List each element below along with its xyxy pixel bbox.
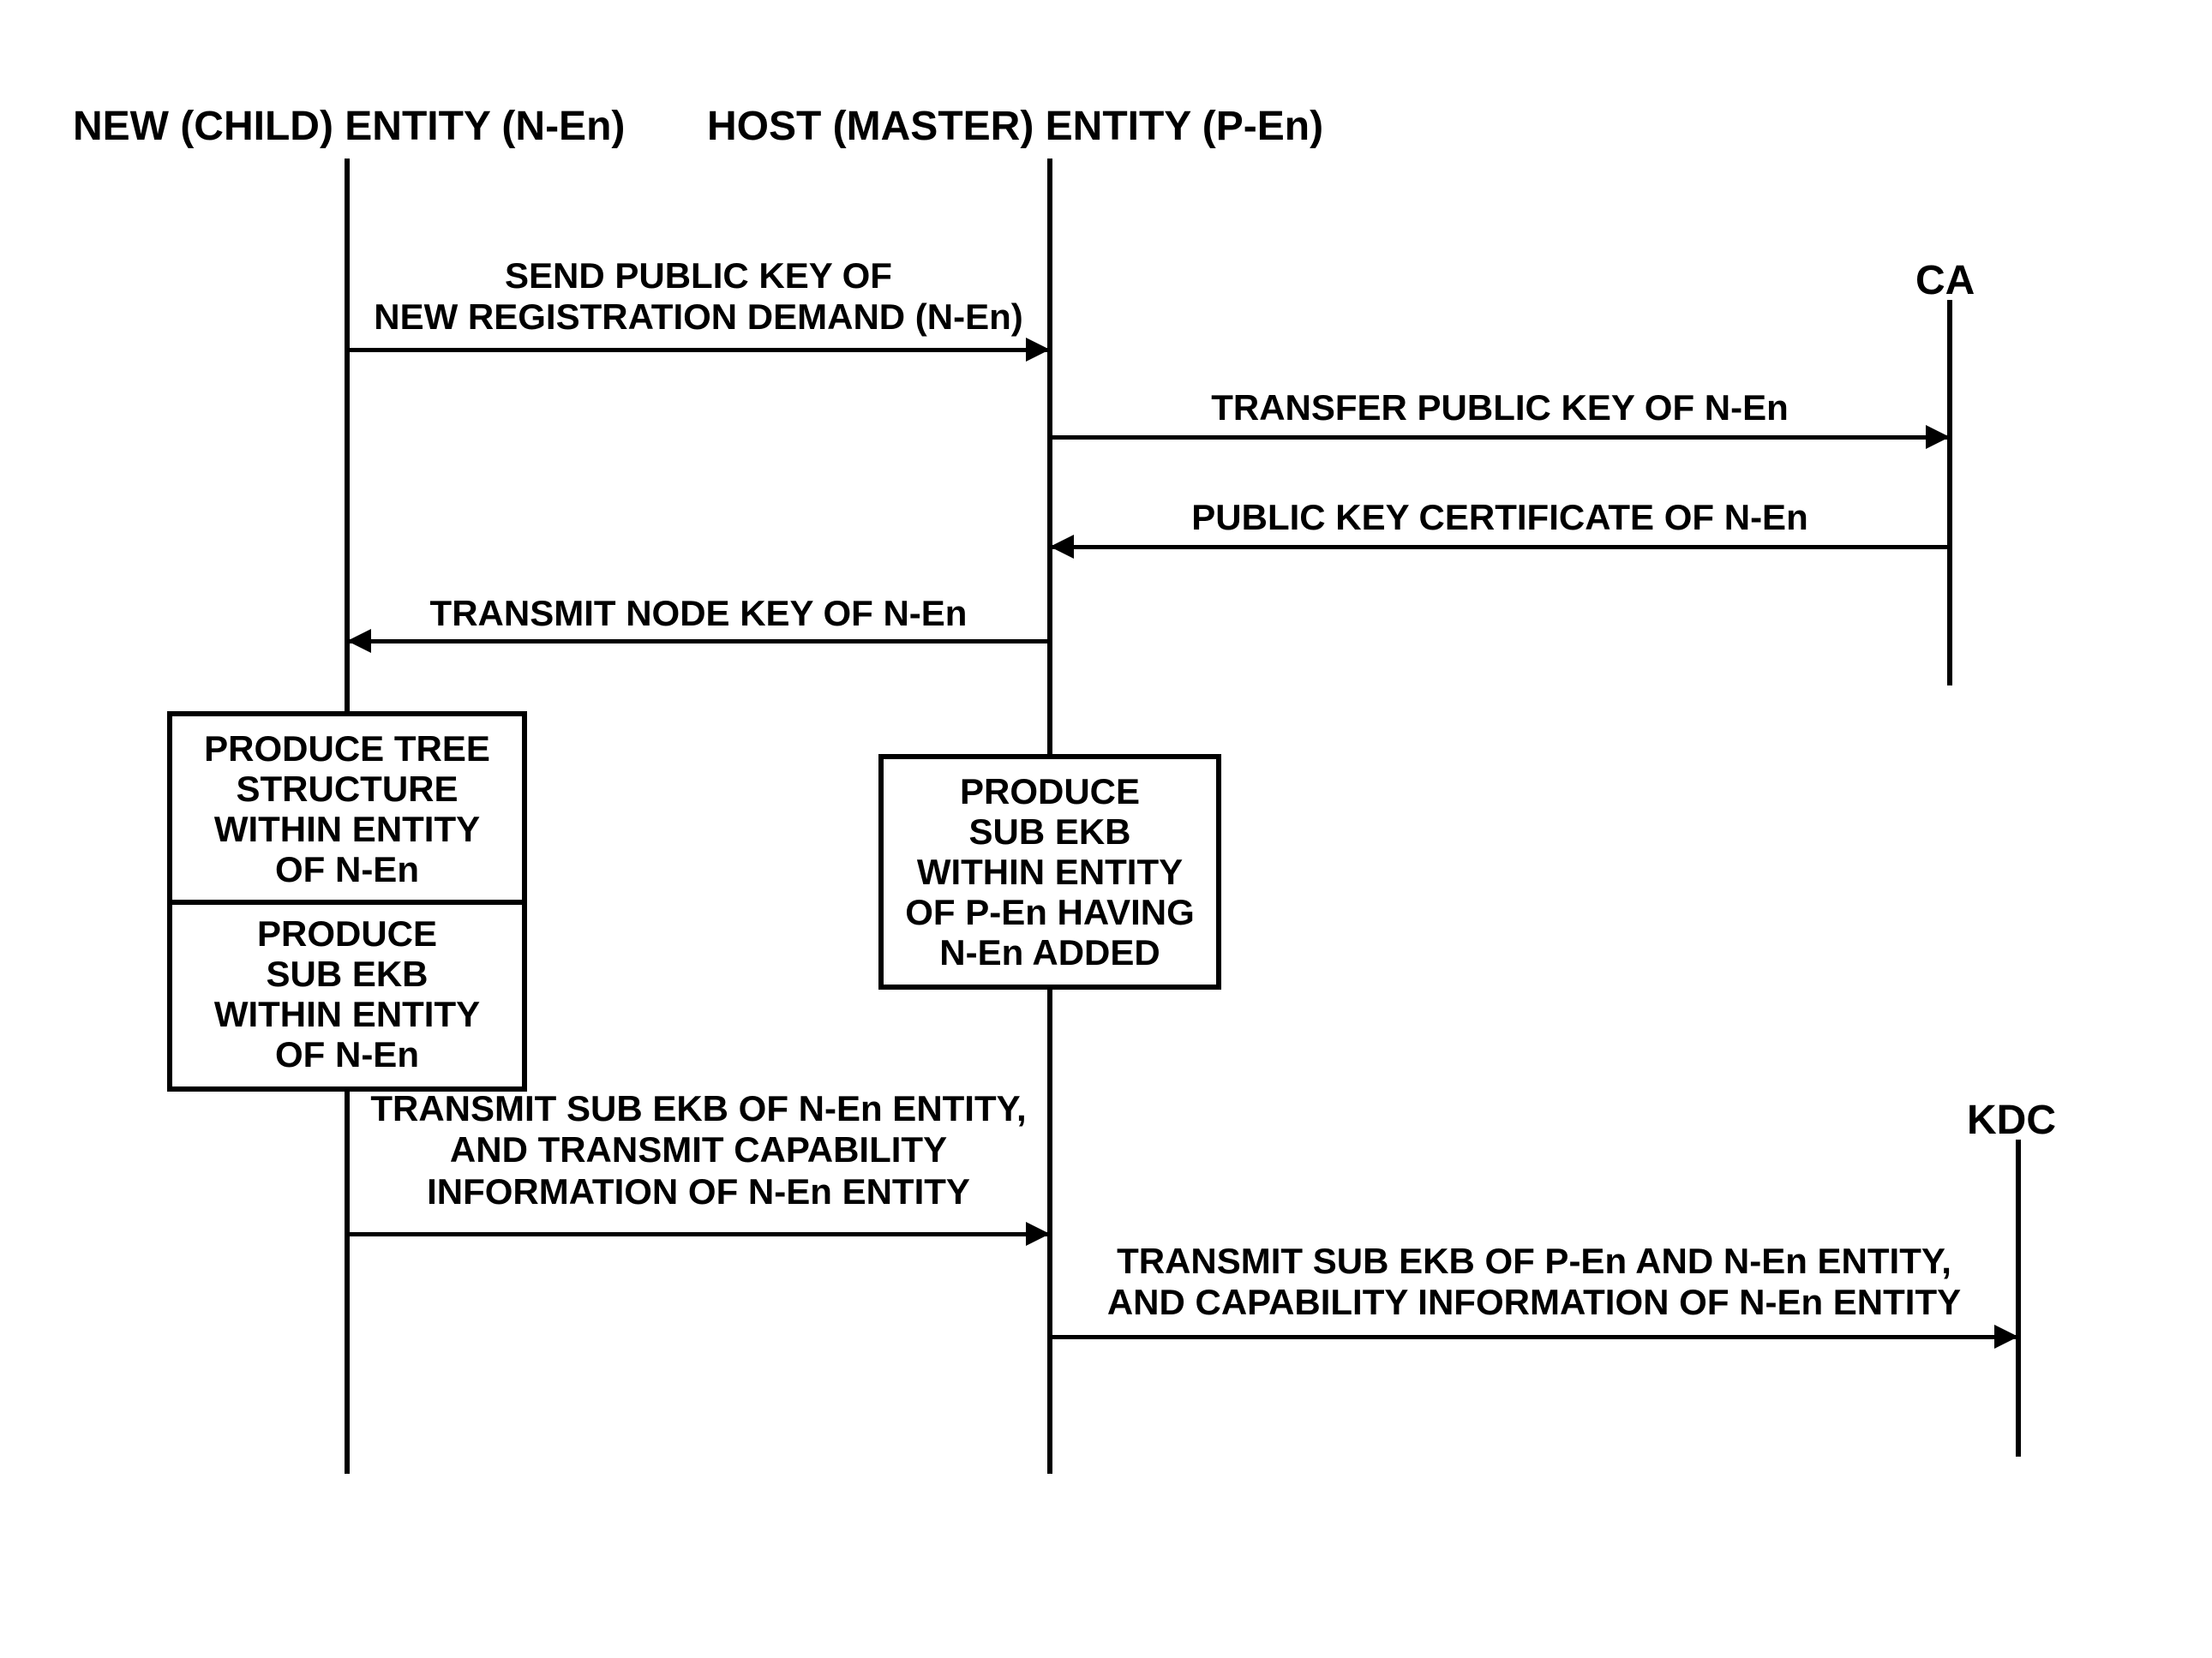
box-host-produce: PRODUCESUB EKBWITHIN ENTITYOF P-En HAVIN… [878,754,1221,990]
msg-transmit-sub-ekb-pen-label: TRANSMIT SUB EKB OF P-En AND N-En ENTITY… [1050,1241,2018,1324]
msg-transfer-public-key-line [1050,435,1950,440]
msg-transmit-sub-ekb-nen-label: TRANSMIT SUB EKB OF N-En ENTITY,AND TRAN… [347,1088,1050,1212]
msg-send-public-key-label: SEND PUBLIC KEY OFNEW REGISTRATION DEMAN… [347,255,1050,338]
msg-transmit-sub-ekb-pen-line [1050,1335,2018,1339]
actor-label-ca: CA [1915,257,1975,304]
box-child-produce-section-1: PRODUCESUB EKBWITHIN ENTITYOF N-En [172,900,522,1074]
msg-transmit-sub-ekb-pen-arrowhead [1994,1325,2018,1349]
lifeline-ca [1947,300,1952,685]
msg-transfer-public-key-label: TRANSFER PUBLIC KEY OF N-En [1050,387,1950,428]
box-host-produce-section-0: PRODUCESUB EKBWITHIN ENTITYOF P-En HAVIN… [899,771,1201,973]
msg-transmit-node-key-line [347,639,1050,643]
msg-public-key-cert-line [1050,545,1950,549]
actor-label-host: HOST (MASTER) ENTITY (P-En) [707,103,1323,150]
msg-transmit-sub-ekb-nen-line [347,1232,1050,1236]
msg-transmit-sub-ekb-nen-arrowhead [1026,1222,1050,1246]
actor-label-kdc: KDC [1967,1097,2056,1144]
box-child-produce-section-0: PRODUCE TREESTRUCTUREWITHIN ENTITYOF N-E… [188,728,507,889]
box-child-produce: PRODUCE TREESTRUCTUREWITHIN ENTITYOF N-E… [167,711,527,1092]
msg-send-public-key-arrowhead [1026,338,1050,362]
actor-label-child: NEW (CHILD) ENTITY (N-En) [73,103,625,150]
msg-transmit-node-key-label: TRANSMIT NODE KEY OF N-En [347,593,1050,634]
msg-send-public-key-line [347,348,1050,352]
msg-public-key-cert-label: PUBLIC KEY CERTIFICATE OF N-En [1050,497,1950,538]
